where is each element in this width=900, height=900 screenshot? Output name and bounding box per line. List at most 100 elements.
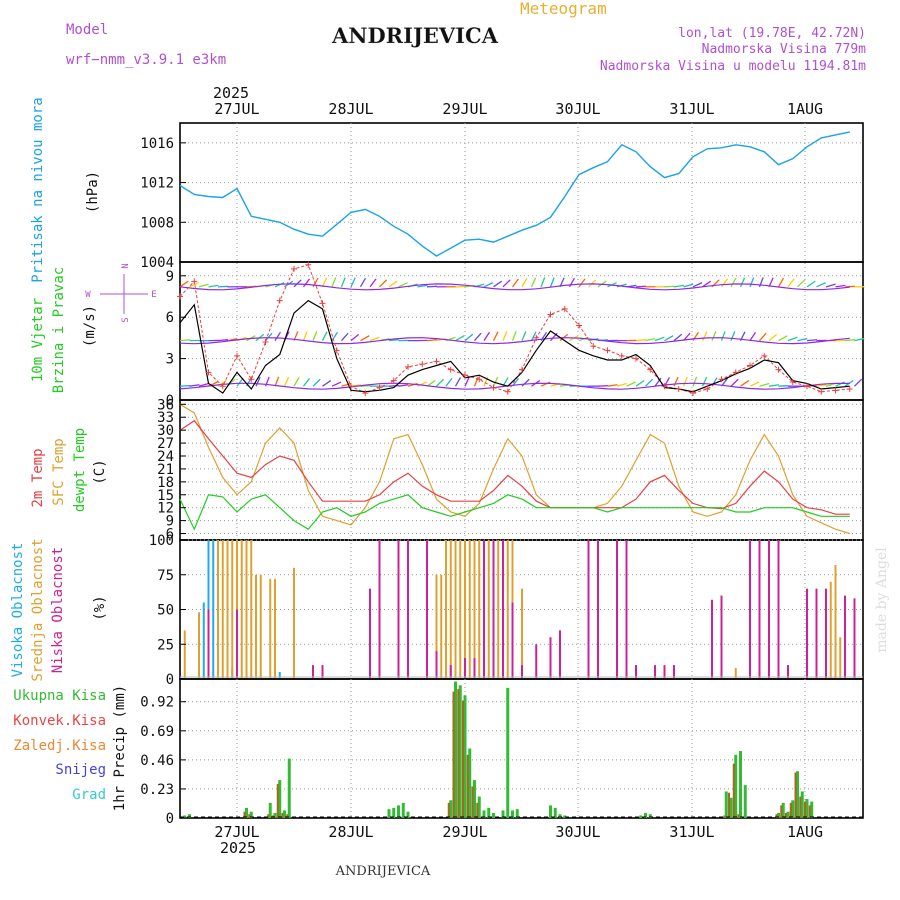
wind-barb — [426, 379, 436, 387]
wind-barb — [578, 278, 586, 288]
y-tick-label: 6 — [166, 310, 174, 326]
total-precip-bar — [639, 815, 643, 818]
total-precip-bar — [563, 815, 567, 818]
gust-marker — [191, 278, 198, 285]
wind-barb — [464, 333, 474, 342]
wind-barb — [341, 382, 352, 387]
gust-marker — [690, 390, 696, 397]
total-precip-bar — [781, 802, 785, 818]
wind-barb — [502, 279, 511, 288]
wind-barb — [787, 278, 795, 288]
wind-barb — [768, 384, 779, 387]
total-precip-bar — [278, 780, 282, 818]
wind-barb — [645, 378, 654, 387]
low-cloud-title: Niska Oblacnost — [50, 547, 66, 673]
gust-marker — [832, 387, 839, 394]
wind-barb — [701, 331, 708, 341]
dewpt-temp-line — [179, 494, 850, 531]
total-precip-bar — [805, 799, 809, 818]
gust-marker — [476, 376, 483, 383]
y-tick-label: 0 — [166, 811, 174, 827]
wind-ylabel: (m/s) — [82, 305, 98, 347]
wind-direction-row — [179, 337, 850, 345]
gust-marker — [262, 339, 269, 346]
wind-barb — [673, 376, 679, 387]
y-tick-label: 1004 — [140, 255, 174, 271]
temperature-panel — [179, 399, 864, 541]
convective-precip-bar — [457, 689, 460, 818]
temp2m-title: 2m Temp — [30, 448, 46, 507]
temp-ylabel: (C) — [92, 459, 108, 484]
pressure-ylabel: (hPa) — [85, 171, 101, 213]
wind-barb — [797, 279, 806, 288]
wind-barb — [179, 385, 191, 387]
wind-barb — [493, 280, 503, 288]
watermark: made by Angel — [874, 547, 890, 653]
total-precip-bar — [188, 814, 191, 818]
wind-barb — [778, 335, 788, 342]
wind-barb — [825, 283, 836, 288]
wind-barb — [730, 378, 739, 387]
wind-barb — [759, 332, 767, 342]
wind-barb — [208, 284, 219, 288]
cloud-ylabel: (%) — [92, 595, 108, 620]
wind-gust-line — [179, 264, 850, 394]
total-precip-bar — [810, 801, 814, 818]
convective-precip-bar — [276, 783, 279, 818]
wind-barb — [607, 384, 618, 387]
wind-barb — [283, 376, 290, 387]
day-label-top: 31JUL — [669, 100, 714, 118]
total-precip-bar — [487, 807, 491, 818]
gust-marker — [504, 388, 511, 395]
day-label-top: 30JUL — [555, 100, 600, 118]
total-precip-bar — [796, 771, 799, 818]
day-label-bottom: 30JUL — [555, 823, 600, 841]
wind-barb — [331, 331, 339, 342]
gust-marker — [789, 379, 796, 386]
y-tick-label: 1012 — [140, 176, 174, 192]
gust-marker — [419, 361, 426, 368]
wind-barb — [217, 339, 229, 342]
gust-marker — [433, 358, 440, 365]
wind-barb — [806, 280, 816, 288]
y-tick-label: 15 — [157, 488, 174, 504]
wind-barb — [806, 339, 818, 342]
model-value: wrf−nmm_v3.9.1 e3km — [66, 52, 226, 68]
total-precip-bar — [401, 802, 405, 818]
gust-marker — [704, 385, 711, 392]
total-precip-bar — [406, 811, 410, 818]
wind-barb — [293, 377, 300, 387]
day-label-bottom: 1AUG — [787, 823, 823, 841]
wind-barb — [597, 384, 609, 387]
gust-marker — [633, 355, 639, 362]
wind-barb — [816, 384, 827, 387]
wind-barb — [302, 278, 311, 288]
y-tick-label: 1008 — [140, 215, 174, 231]
compass-rose: N W E S — [85, 263, 156, 322]
wind-barb — [683, 283, 694, 288]
wind-barb — [797, 338, 808, 342]
gust-marker — [846, 385, 853, 392]
wind-barb — [511, 278, 520, 288]
pressure-panel — [179, 122, 864, 263]
convective-precip-bar — [804, 801, 806, 818]
total-precip-bar — [515, 809, 519, 818]
wind-barb — [664, 335, 674, 342]
model-label: Model — [66, 22, 108, 38]
lonlat-label: lon,lat (19.78E, 42.72N) — [678, 26, 866, 41]
wind-barb — [502, 331, 508, 341]
wind-barb — [720, 331, 726, 341]
mid-cloud-title: Srednja Oblacnost — [30, 538, 46, 681]
temp2m-line — [179, 419, 850, 515]
y-tick-label: 1016 — [140, 136, 174, 152]
wind-barb — [492, 331, 499, 341]
day-label-top: 1AUG — [787, 100, 823, 118]
total-precip-bar — [482, 810, 486, 818]
gust-marker — [761, 352, 768, 359]
wind-barb — [322, 380, 332, 387]
convective-precip-bar — [452, 691, 455, 818]
wind-barb — [360, 335, 370, 342]
convective-precip-bar — [462, 700, 464, 818]
sfc-temp-title: SFC Temp — [51, 438, 67, 505]
wind-barb — [673, 284, 684, 288]
